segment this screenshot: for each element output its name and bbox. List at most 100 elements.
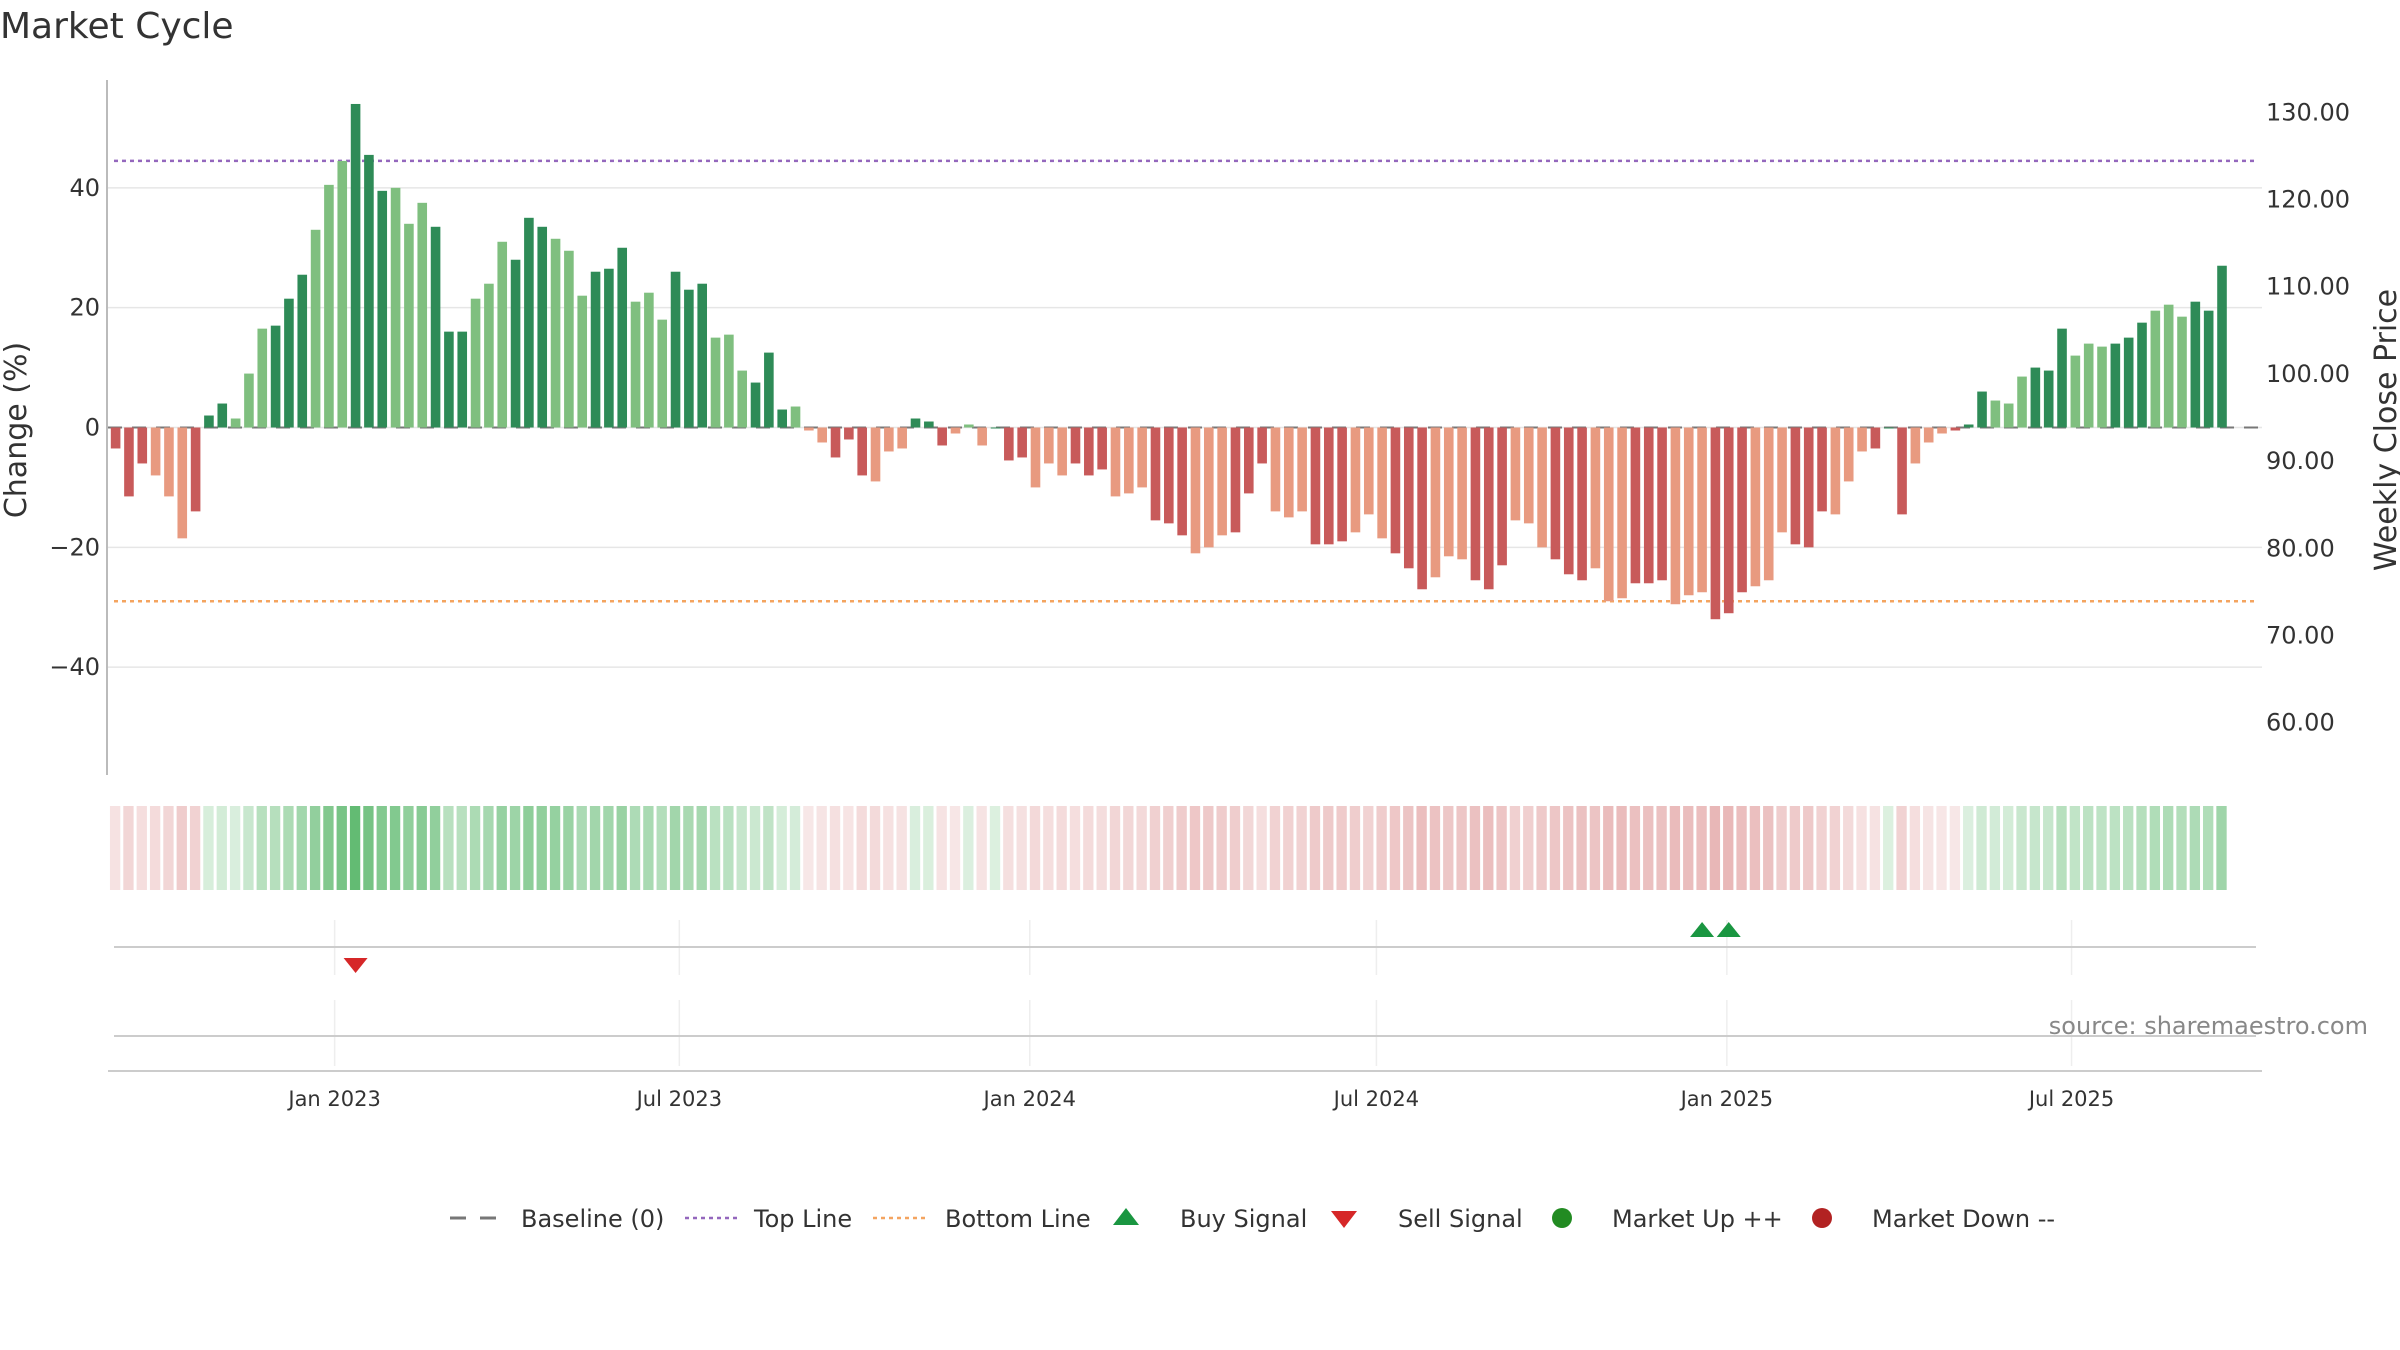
strip-cell bbox=[176, 806, 187, 890]
strip-cell bbox=[256, 806, 267, 890]
y2-axis-ticks: 130.00 120.00 110.00 100.00 90.00 80.00 70.00 6… bbox=[2266, 98, 2350, 736]
bar bbox=[2217, 265, 2227, 428]
strip-cell bbox=[2189, 806, 2201, 890]
bar bbox=[1057, 427, 1067, 476]
x-tick-label: Jul 2024 bbox=[1332, 1087, 1419, 1111]
strip-cell bbox=[1403, 806, 1414, 890]
bar bbox=[404, 223, 414, 428]
strip-cell bbox=[1976, 806, 1987, 890]
strip-cell bbox=[536, 806, 547, 890]
bar bbox=[1270, 427, 1281, 512]
strip-cell bbox=[1003, 806, 1014, 890]
bar bbox=[1084, 427, 1094, 476]
bar bbox=[2003, 403, 2014, 428]
bar bbox=[1044, 427, 1054, 464]
y-axis-label: Change (%) bbox=[0, 342, 34, 518]
strip-cell bbox=[616, 806, 627, 890]
bar bbox=[2190, 301, 2201, 428]
bar bbox=[977, 427, 987, 446]
strip-cell bbox=[429, 806, 441, 890]
bar bbox=[1763, 427, 1774, 581]
bar bbox=[1603, 427, 1614, 602]
strip-cell bbox=[2163, 806, 2174, 890]
strip-cell bbox=[2029, 806, 2041, 890]
y-tick-label: 0 bbox=[85, 414, 100, 442]
bar bbox=[804, 427, 814, 431]
bar bbox=[1630, 427, 1641, 584]
strip-cell bbox=[1109, 806, 1121, 890]
bar bbox=[924, 421, 934, 428]
strip-cell bbox=[1856, 806, 1867, 890]
bar bbox=[124, 427, 134, 497]
strip-cell bbox=[1989, 806, 2001, 890]
strip-cell bbox=[163, 806, 174, 890]
reference-lines bbox=[108, 159, 2262, 603]
strip-cell bbox=[1923, 806, 1934, 890]
bar bbox=[1777, 427, 1787, 533]
bar bbox=[2043, 370, 2054, 428]
bar bbox=[1897, 427, 1907, 515]
strip-cell bbox=[1376, 806, 1387, 890]
strip-cell bbox=[1909, 806, 1921, 890]
bar bbox=[337, 160, 348, 428]
strip-cell bbox=[1963, 806, 1974, 890]
bar bbox=[1310, 427, 1321, 545]
legend-label: Bottom Line bbox=[945, 1205, 1091, 1233]
strip-cell bbox=[736, 806, 747, 890]
bar bbox=[1164, 427, 1174, 524]
bar bbox=[2097, 346, 2107, 428]
strip-cell bbox=[1883, 806, 1894, 890]
strip-cell bbox=[549, 806, 561, 890]
strip-cell bbox=[1429, 806, 1441, 890]
strip-cell bbox=[483, 806, 494, 890]
bar bbox=[897, 427, 907, 449]
bar bbox=[790, 406, 801, 428]
bar bbox=[1070, 427, 1081, 464]
bar bbox=[284, 298, 294, 428]
legend-sell-swatch bbox=[1331, 1211, 1357, 1228]
bar bbox=[1857, 427, 1867, 452]
bar bbox=[1750, 427, 1761, 587]
strip-cell bbox=[1443, 806, 1454, 890]
bar bbox=[497, 241, 508, 428]
strip-cell bbox=[669, 806, 681, 890]
y2-tick-label: 80.00 bbox=[2266, 534, 2335, 562]
bar bbox=[777, 409, 787, 428]
bar bbox=[524, 217, 534, 428]
strip-cell bbox=[296, 806, 307, 890]
strip-cell bbox=[2176, 806, 2187, 890]
strip-cell bbox=[1309, 806, 1321, 890]
market-panel bbox=[108, 1000, 2262, 1072]
bar bbox=[190, 427, 201, 512]
strip-cell bbox=[1029, 806, 1041, 890]
strip-cell bbox=[643, 806, 654, 890]
strip-cell bbox=[523, 806, 534, 890]
strip-cell bbox=[1296, 806, 1307, 890]
strip-cell bbox=[1069, 806, 1081, 890]
strip-cell bbox=[1016, 806, 1027, 890]
strip-cell bbox=[1363, 806, 1374, 890]
bar bbox=[830, 427, 841, 458]
bar bbox=[217, 403, 228, 428]
bar bbox=[1537, 427, 1547, 548]
bar bbox=[844, 427, 854, 440]
sell-signal-marker bbox=[343, 958, 368, 973]
bar bbox=[537, 226, 548, 428]
bar bbox=[2070, 355, 2081, 428]
strip-cell bbox=[376, 806, 387, 890]
strip-cell bbox=[1709, 806, 1721, 890]
strip-cell bbox=[1456, 806, 1467, 890]
strip-cell bbox=[829, 806, 841, 890]
strip-cell bbox=[803, 806, 814, 890]
bar bbox=[710, 337, 721, 428]
strip-cell bbox=[123, 806, 134, 890]
strip-cell bbox=[1776, 806, 1787, 890]
bar bbox=[1150, 427, 1161, 521]
bar bbox=[2137, 322, 2147, 428]
strip-cell bbox=[1829, 806, 1841, 890]
strip-cell bbox=[496, 806, 507, 890]
y2-tick-label: 100.00 bbox=[2266, 360, 2350, 388]
strip-cell bbox=[1243, 806, 1254, 890]
bar bbox=[604, 268, 614, 428]
bar bbox=[1550, 427, 1561, 560]
